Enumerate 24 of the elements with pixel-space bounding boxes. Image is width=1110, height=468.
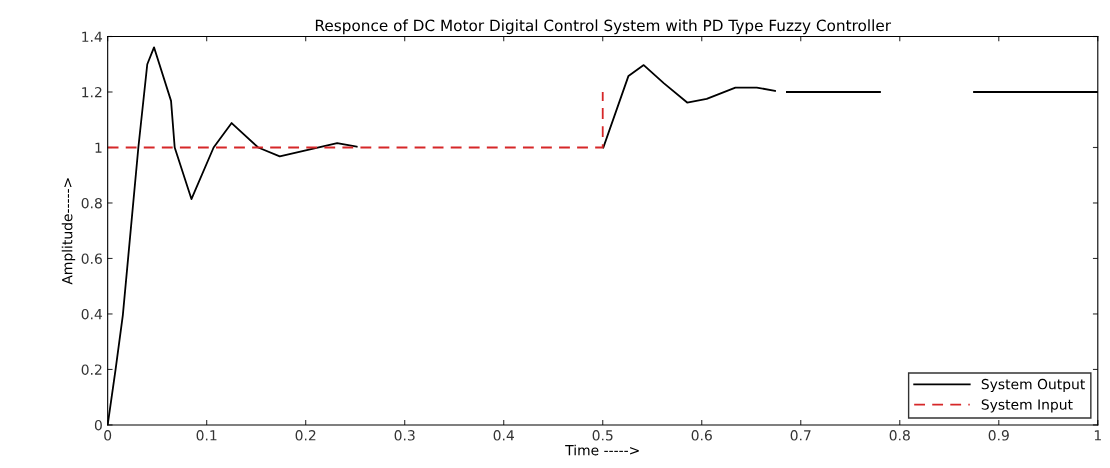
x-axis-title: Time ----->	[565, 444, 639, 456]
y-tick-label: 0.2	[81, 364, 102, 375]
x-tick-label: 0.3	[394, 430, 415, 441]
x-tick-label: 0.2	[295, 430, 316, 441]
y-tick-label: 1.4	[82, 31, 103, 42]
x-tick-label: 0.1	[196, 430, 217, 441]
y-tick-label: 0.8	[81, 197, 102, 209]
legend-label: System Input	[981, 399, 1073, 413]
x-tick-label: 0.5	[592, 430, 613, 441]
y-tick-label: 0.4	[81, 308, 103, 320]
y-tick-label: 1.2	[82, 86, 102, 98]
y-axis-title: Amplitude----->	[61, 178, 76, 285]
x-tick-label: 0.6	[691, 430, 712, 441]
chart-title: Responce of DC Motor Digital Control System with PD Type Fuzzy Controller	[315, 19, 892, 35]
y-tick-label: 0	[94, 419, 102, 431]
x-tick-label: 0.8	[889, 430, 910, 441]
x-tick-label: 0.4	[493, 430, 514, 441]
y-tick-label: 1	[95, 142, 102, 153]
x-tick-label: 0	[104, 430, 112, 441]
x-tick-label: 0.9	[988, 430, 1009, 441]
x-tick-label: 1	[1094, 430, 1101, 441]
y-tick-label: 0.6	[81, 253, 102, 264]
x-tick-label: 0.7	[790, 430, 811, 441]
legend-label: System Output	[981, 378, 1085, 393]
